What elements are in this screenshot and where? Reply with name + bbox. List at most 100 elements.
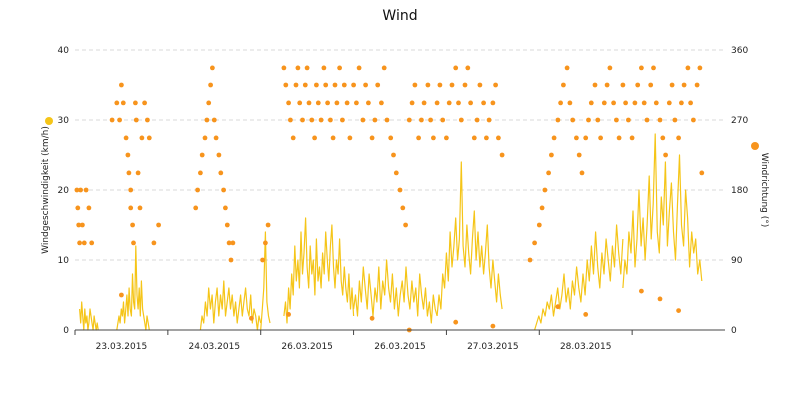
direction-point: [419, 117, 424, 123]
direction-point: [123, 135, 129, 141]
direction-point: [484, 135, 489, 141]
direction-point: [369, 135, 375, 141]
direction-point: [583, 312, 589, 317]
direction-point: [388, 135, 394, 141]
direction-point: [130, 222, 136, 228]
direction-point: [694, 82, 700, 88]
direction-point: [598, 135, 603, 141]
direction-point: [623, 100, 628, 106]
direction-point: [340, 117, 345, 123]
direction-point: [465, 65, 471, 71]
direction-point: [527, 257, 533, 263]
direction-point: [639, 65, 644, 71]
direction-point: [644, 117, 650, 123]
direction-point: [363, 82, 368, 88]
direction-point: [224, 222, 230, 228]
left-axis-label: Windgeschwindigkeit (km/h): [41, 126, 51, 254]
direction-point: [595, 117, 601, 123]
direction-point: [400, 205, 406, 211]
x-tick-label: 28.03.2015: [560, 342, 612, 352]
direction-point: [406, 117, 412, 123]
direction-point: [416, 135, 421, 141]
direction-point: [86, 205, 92, 211]
direction-point: [334, 100, 340, 106]
direction-point: [131, 240, 136, 246]
speed-line-segment: [622, 133, 703, 289]
direction-point: [607, 65, 613, 71]
direction-point: [437, 82, 443, 88]
direction-point: [653, 100, 659, 106]
direction-point: [685, 65, 691, 71]
direction-point: [539, 205, 545, 211]
direction-point: [691, 117, 696, 123]
direction-point: [133, 117, 139, 123]
direction-point: [570, 117, 576, 123]
direction-point: [490, 323, 496, 329]
x-tick-label: 26.03.2015: [374, 342, 426, 352]
direction-point: [318, 117, 324, 123]
direction-point: [330, 135, 336, 141]
direction-point: [561, 82, 566, 88]
direction-point: [462, 82, 468, 88]
direction-point: [202, 135, 208, 141]
direction-point: [620, 82, 626, 88]
direction-point: [78, 187, 83, 193]
direction-point: [135, 170, 141, 176]
direction-point: [249, 315, 254, 321]
speed-line-segment: [116, 245, 150, 331]
direction-point: [206, 100, 212, 106]
direction-point: [119, 292, 124, 298]
direction-point: [74, 187, 80, 193]
direction-point: [601, 100, 607, 106]
direction-legend-marker: [751, 142, 759, 150]
direction-point: [369, 315, 375, 321]
direction-point: [204, 117, 210, 123]
direction-point: [425, 82, 431, 88]
direction-point: [616, 135, 622, 141]
direction-point: [309, 117, 315, 123]
direction-point: [542, 187, 548, 193]
direction-point: [604, 82, 610, 88]
direction-point: [453, 319, 459, 325]
right-y-ticks: 0 90 180 270 360: [731, 46, 748, 336]
direction-point: [444, 135, 449, 141]
direction-point: [146, 135, 152, 141]
direction-point: [428, 117, 433, 123]
direction-point: [431, 135, 436, 141]
direction-point: [481, 100, 486, 106]
right-y-tick-label: 360: [731, 46, 748, 56]
x-tick-label: 23.03.2015: [96, 342, 148, 352]
direction-point: [384, 117, 390, 123]
speed-line-segment: [260, 231, 271, 331]
direction-point: [651, 65, 656, 71]
direction-point: [360, 117, 366, 123]
direction-point: [293, 82, 299, 88]
direction-point: [223, 205, 228, 211]
direction-point: [263, 240, 268, 246]
direction-point: [555, 117, 561, 123]
direction-point: [699, 170, 705, 176]
direction-point: [440, 117, 446, 123]
x-tick-label: 24.03.2015: [189, 342, 241, 352]
direction-point: [283, 82, 289, 88]
x-tick-label: 27.03.2015: [467, 342, 519, 352]
direction-point: [323, 82, 329, 88]
direction-point: [315, 100, 321, 106]
direction-point: [356, 65, 362, 71]
direction-point: [281, 65, 287, 71]
direction-point: [549, 152, 554, 158]
direction-point: [304, 65, 310, 71]
right-y-tick-label: 0: [731, 326, 737, 336]
direction-point: [156, 222, 162, 228]
direction-point: [210, 65, 215, 71]
direction-point: [290, 135, 296, 141]
direction-point: [286, 312, 291, 317]
direction-point: [567, 100, 573, 106]
direction-point: [128, 205, 134, 211]
direction-point: [434, 100, 440, 106]
direction-point: [412, 82, 418, 88]
direction-point: [381, 65, 387, 71]
left-y-tick-label: 20: [58, 186, 70, 196]
direction-point: [681, 82, 687, 88]
direction-point: [409, 100, 415, 106]
